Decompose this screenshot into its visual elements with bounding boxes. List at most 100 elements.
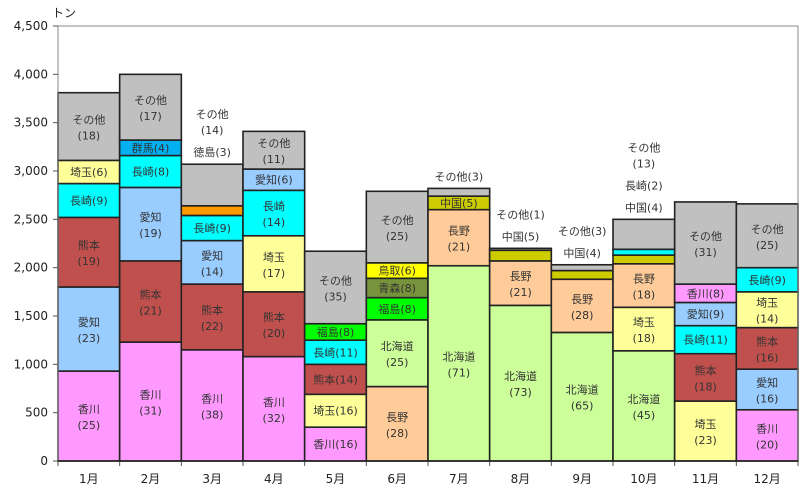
y-tick-label: 0 (40, 454, 48, 468)
segment-label: 北海道 (381, 339, 414, 353)
segment-share-label: (21) (448, 241, 471, 254)
segment-label: 熊本 (756, 334, 778, 348)
segment-share-label: (14) (756, 313, 779, 326)
segment-label: 愛知 (140, 210, 162, 224)
segment-share-label: (31) (694, 246, 717, 259)
segment-label: 熊本 (201, 303, 223, 317)
y-tick-label: 3,000 (14, 164, 48, 178)
x-tick-label: 8月 (511, 472, 531, 486)
segment-label: その他 (751, 223, 784, 236)
bar-segment (180, 163, 244, 207)
bar-segment (735, 368, 799, 411)
segment-share-label: (31) (139, 405, 162, 418)
segment-label: 長野 (571, 293, 593, 306)
segment-label: 埼玉 (633, 315, 655, 329)
segment-share-label: (25) (756, 239, 779, 252)
bar-segment (673, 324, 738, 355)
segment-label: 長崎(11) (313, 345, 358, 359)
segment-share-label: (18) (633, 332, 656, 345)
segment-label: 香川 (201, 392, 223, 405)
bar-segment (118, 260, 183, 343)
segment-label: 愛知(9) (687, 307, 725, 321)
x-tick-label: 4月 (264, 472, 284, 486)
y-tick-label: 2,500 (14, 212, 48, 226)
segment-label: 中国(4) (563, 247, 601, 260)
segment-share-label: (20) (756, 438, 779, 451)
segment-label: 熊本 (78, 238, 100, 252)
segment-label: 福島(8) (317, 325, 355, 339)
bar-segment (242, 355, 306, 462)
bar-segment (612, 262, 676, 309)
segment-share-label: (17) (139, 110, 162, 123)
axes-group: 0 500 1,000 1,500 2,000 2,500 3,000 3,500 4,000 4… (14, 19, 799, 486)
segment-label: 埼玉 (695, 417, 717, 431)
bar-segment (612, 218, 676, 251)
segment-share-label: (28) (571, 309, 594, 322)
segment-share-label: (13) (633, 157, 656, 170)
segment-label: 長崎(9) (748, 273, 786, 287)
segment-share-label: (45) (633, 409, 656, 422)
y-tick-label: 1,000 (14, 357, 48, 371)
y-tick-label: 4,500 (14, 19, 48, 33)
segment-label: 埼玉 (263, 250, 285, 264)
segment-share-label: (25) (386, 230, 409, 243)
y-axis-unit-label: トン (52, 6, 76, 20)
segment-label: 長崎(9) (70, 193, 108, 207)
bar-segment (488, 247, 553, 252)
segment-share-label: (23) (78, 332, 101, 345)
segment-label: 埼玉(6) (70, 165, 108, 179)
bar-segment (612, 254, 676, 265)
segment-label: その他 (319, 274, 352, 287)
bar-segment (550, 269, 614, 281)
segment-share-label: (18) (78, 130, 101, 143)
segment-label: 中国(5) (440, 197, 478, 210)
segment-label: 愛知 (78, 315, 100, 329)
bar-segment (57, 286, 121, 372)
segment-label: 北海道 (442, 349, 475, 363)
x-tick-label: 5月 (326, 472, 346, 486)
segment-label: 北海道 (504, 369, 537, 383)
bar-segment (735, 326, 799, 370)
segment-label: 愛知 (756, 375, 778, 389)
segment-share-label: (65) (571, 400, 594, 413)
segment-share-label: (17) (263, 267, 286, 280)
bar-segment (673, 201, 738, 285)
segment-label: 長崎(9) (193, 221, 231, 235)
segment-label: 徳島(3) (193, 145, 231, 159)
x-tick-label: 2月 (141, 472, 161, 486)
segment-label: 熊本 (695, 363, 717, 377)
x-tick-label: 3月 (202, 472, 222, 486)
x-tick-label: 7月 (449, 472, 469, 486)
segment-label: 愛知 (201, 248, 223, 262)
x-tick-label: 11月 (692, 472, 719, 486)
y-tick-label: 3,500 (14, 116, 48, 130)
segment-share-label: (22) (201, 320, 224, 333)
x-tick-label: 9月 (572, 472, 592, 486)
bar-segment (180, 214, 244, 242)
segment-label: 埼玉(16) (313, 404, 358, 418)
segment-label: 長崎 (263, 199, 285, 213)
y-tick-label: 4,000 (14, 67, 48, 81)
segment-label: 香川 (263, 396, 285, 409)
segment-label: 香川(8) (687, 287, 725, 300)
segment-share-label: (14) (263, 216, 286, 229)
x-tick-label: 10月 (630, 472, 657, 486)
bar-segment (673, 400, 738, 462)
y-tick-label: 500 (25, 406, 48, 420)
segment-label: その他 (257, 137, 290, 150)
segment-label: 中国(4) (625, 201, 663, 214)
segment-share-label: (71) (448, 366, 471, 379)
segment-label: その他 (381, 214, 414, 227)
bar-segment (550, 263, 614, 272)
bar-segment (242, 130, 306, 170)
segment-label: 長野 (510, 270, 532, 283)
segment-label: 北海道 (627, 392, 660, 406)
bar-segment (427, 187, 491, 197)
segment-share-label: (21) (509, 286, 532, 299)
segment-label: その他 (196, 108, 229, 121)
segment-label: 北海道 (566, 383, 599, 397)
segment-label: 群馬(4) (132, 141, 170, 155)
segment-share-label: (21) (139, 305, 162, 318)
segment-share-label: (18) (633, 289, 656, 302)
